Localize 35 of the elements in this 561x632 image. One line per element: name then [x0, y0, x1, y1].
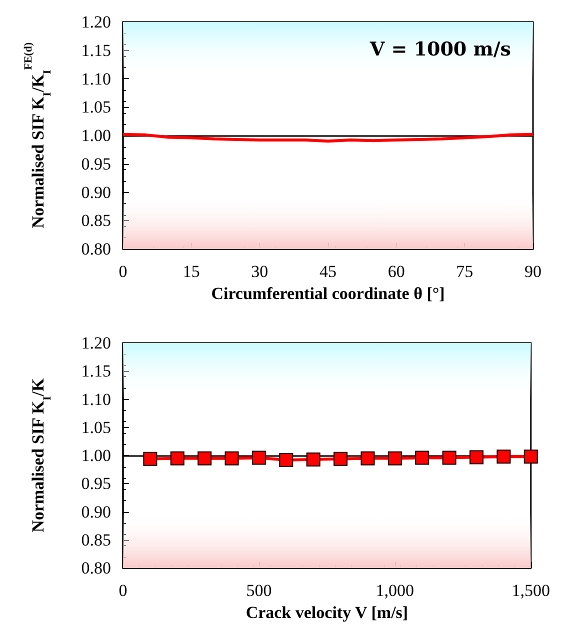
x-tick-label: 30	[251, 262, 268, 281]
y-tick-label: 1.00	[81, 126, 111, 145]
y-tick-label: 1.15	[81, 362, 111, 381]
y-tick-label: 1.05	[81, 98, 111, 117]
y-axis-title: Normalised SIF KI/KIFE(d)	[22, 42, 54, 228]
y-tick-label: 1.05	[81, 418, 111, 437]
x-tick-label: 0	[118, 581, 128, 600]
y-tick-label: 0.90	[81, 182, 111, 202]
y-tick-label: 1.10	[81, 390, 111, 409]
y-tick-label: 1.20	[81, 334, 111, 352]
y-tick-label: 1.20	[81, 12, 111, 32]
x-tick-label: 90	[524, 262, 542, 281]
x-tick-label: 60	[388, 262, 405, 281]
y-tick-label: 0.80	[81, 558, 111, 578]
annotation: V = 1000 m/s	[368, 38, 512, 60]
x-tick-label: 500	[246, 581, 272, 600]
y-tick-label: 1.10	[81, 69, 111, 88]
x-tick-label: 75	[456, 262, 474, 281]
y-axis-title: Normalised SIF KI/K	[28, 378, 54, 532]
y-tick-label: 1.15	[81, 40, 111, 60]
x-tick-label: 15	[182, 262, 200, 281]
x-axis-title: Circumferential coordinate θ [°]	[211, 284, 445, 303]
y-tick-label: 0.95	[81, 474, 111, 494]
x-tick-label: 1,500	[512, 581, 550, 600]
y-tick-label: 0.95	[81, 154, 111, 174]
x-axis-title: Crack velocity V [m/s]	[246, 603, 408, 622]
line-series	[122, 132, 534, 143]
y-tick-label: 0.85	[81, 530, 111, 550]
y-tick-label: 0.80	[81, 240, 111, 258]
y-tick-label: 0.85	[81, 211, 111, 230]
x-tick-label: 1,000	[376, 581, 414, 600]
x-tick-label: 0	[118, 262, 128, 281]
y-tick-label: 1.00	[81, 446, 111, 465]
x-tick-label: 45	[320, 262, 336, 281]
y-tick-label: 0.90	[81, 502, 111, 522]
